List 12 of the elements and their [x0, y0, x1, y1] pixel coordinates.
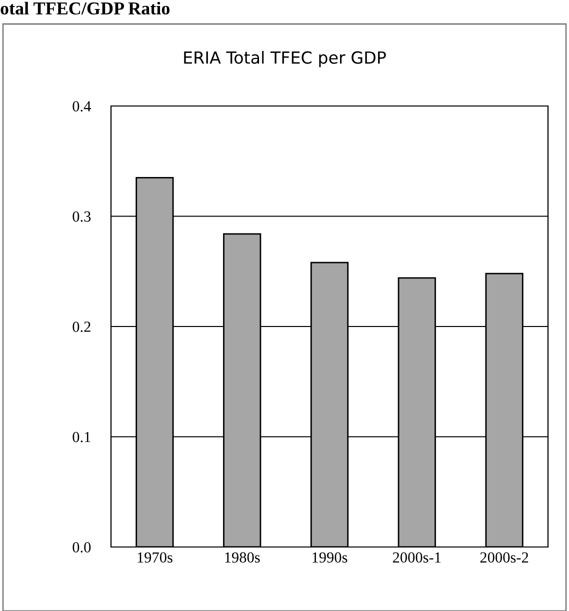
y-tick-label: 0.1 [72, 432, 90, 442]
x-tick-label: 2000s-1 [392, 552, 441, 563]
x-tick-label: 2000s-2 [480, 552, 528, 563]
chart-subtitle: ERIA Total TFEC per GDP [184, 50, 386, 68]
y-tick-label: 0.0 [72, 542, 91, 553]
x-tick-label: 1990s [312, 552, 348, 563]
chart-title: otal TFEC/GDP Ratio [0, 2, 170, 15]
x-tick-label: 1970s [138, 552, 172, 563]
y-tick-label: 0.4 [72, 101, 91, 112]
y-tick-label: 0.2 [72, 322, 90, 332]
x-tick-label: 1980s [225, 552, 260, 563]
y-tick-label: 0.3 [72, 211, 91, 222]
